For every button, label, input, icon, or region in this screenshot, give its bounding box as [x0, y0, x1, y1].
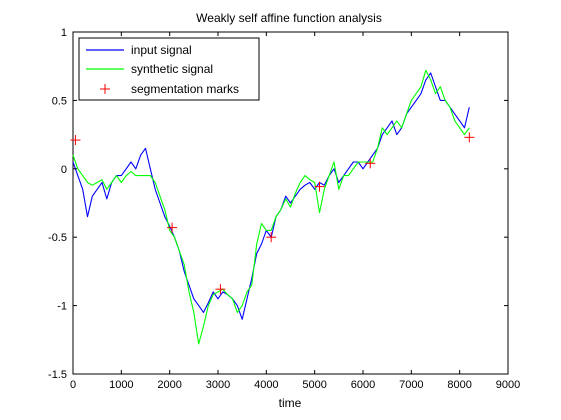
x-axis-label: time — [279, 396, 302, 410]
ticks-layer: 0 1000 2000 3000 4000 5000 6000 7000 8000 9000 1 0.… — [48, 27, 520, 391]
y-tick-label: 1 — [61, 27, 67, 39]
segmentation-mark — [70, 135, 81, 146]
x-tick-label: 6000 — [351, 379, 375, 391]
legend-label-segmentation-marks: segmentation marks — [131, 82, 239, 96]
legend: input signal synthetic signal segmentati… — [78, 37, 260, 101]
x-tick-label: 2000 — [157, 379, 181, 391]
legend-marker-segmentation — [100, 84, 110, 94]
x-tick-label: 4000 — [254, 379, 278, 391]
series-line-synthetic-signal — [72, 69, 470, 345]
x-tick-label: 5000 — [302, 379, 326, 391]
y-tick-label: -0.5 — [48, 232, 67, 244]
x-tick-label: 7000 — [399, 379, 423, 391]
legend-label-input-signal: input signal — [131, 43, 192, 57]
segmentation-mark — [167, 222, 178, 233]
y-tick-label: 0.5 — [52, 95, 67, 107]
segmentation-mark — [365, 158, 376, 169]
segmentation-mark — [266, 232, 277, 243]
x-tick-label: 9000 — [496, 379, 520, 391]
chart-title: Weakly self affine function analysis — [196, 11, 382, 25]
series-layer — [70, 69, 475, 345]
x-tick-label: 8000 — [447, 379, 471, 391]
segmentation-mark — [464, 132, 475, 143]
y-tick-label: -1 — [57, 301, 67, 313]
y-tick-label: 0 — [61, 164, 67, 176]
y-tick-label: -1.5 — [48, 369, 67, 381]
x-tick-label: 0 — [70, 379, 76, 391]
x-tick-label: 1000 — [109, 379, 133, 391]
x-tick-label: 3000 — [206, 379, 230, 391]
segmentation-mark — [215, 284, 226, 295]
segmentation-mark — [314, 181, 325, 192]
legend-label-synthetic-signal: synthetic signal — [131, 62, 213, 76]
